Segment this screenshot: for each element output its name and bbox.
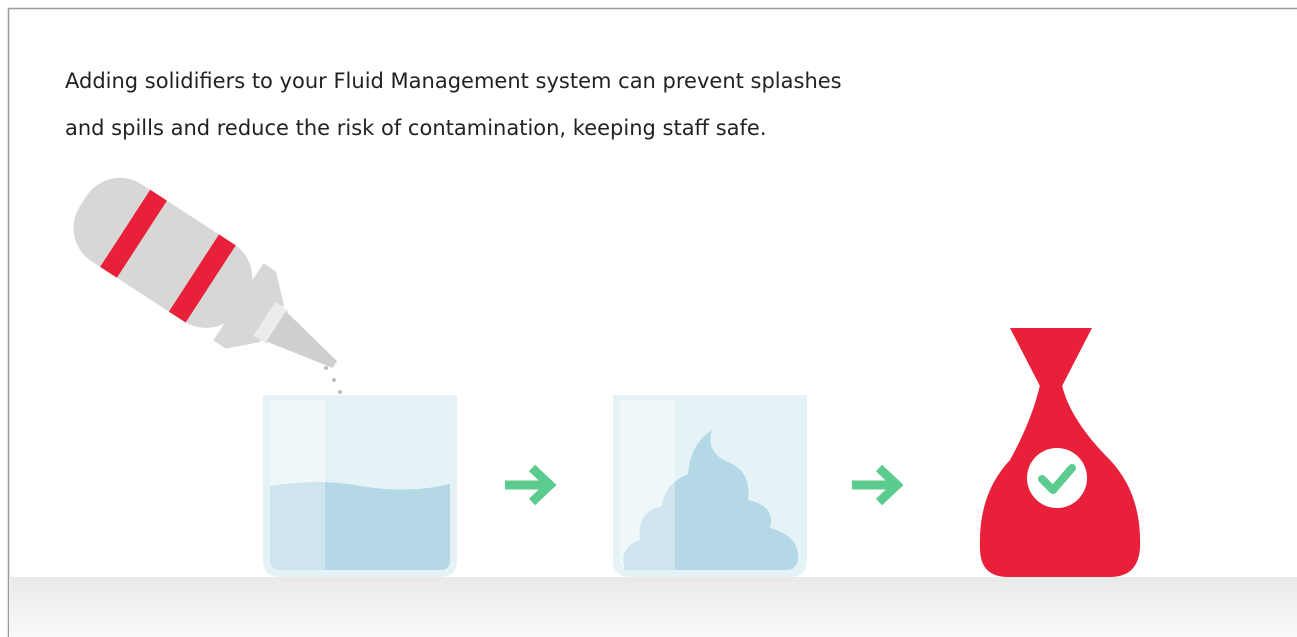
illustration: Adding solidifiers to your Fluid Managem… <box>0 0 1297 637</box>
page: Adding solidifiers to your Fluid Managem… <box>0 0 1297 637</box>
caption-line: and spills and reduce the risk of contam… <box>65 116 767 140</box>
beaker-liquid <box>263 395 457 577</box>
beaker-solid <box>613 395 807 577</box>
floor <box>9 577 1297 637</box>
caption-line: Adding solidifiers to your Fluid Managem… <box>65 69 842 93</box>
